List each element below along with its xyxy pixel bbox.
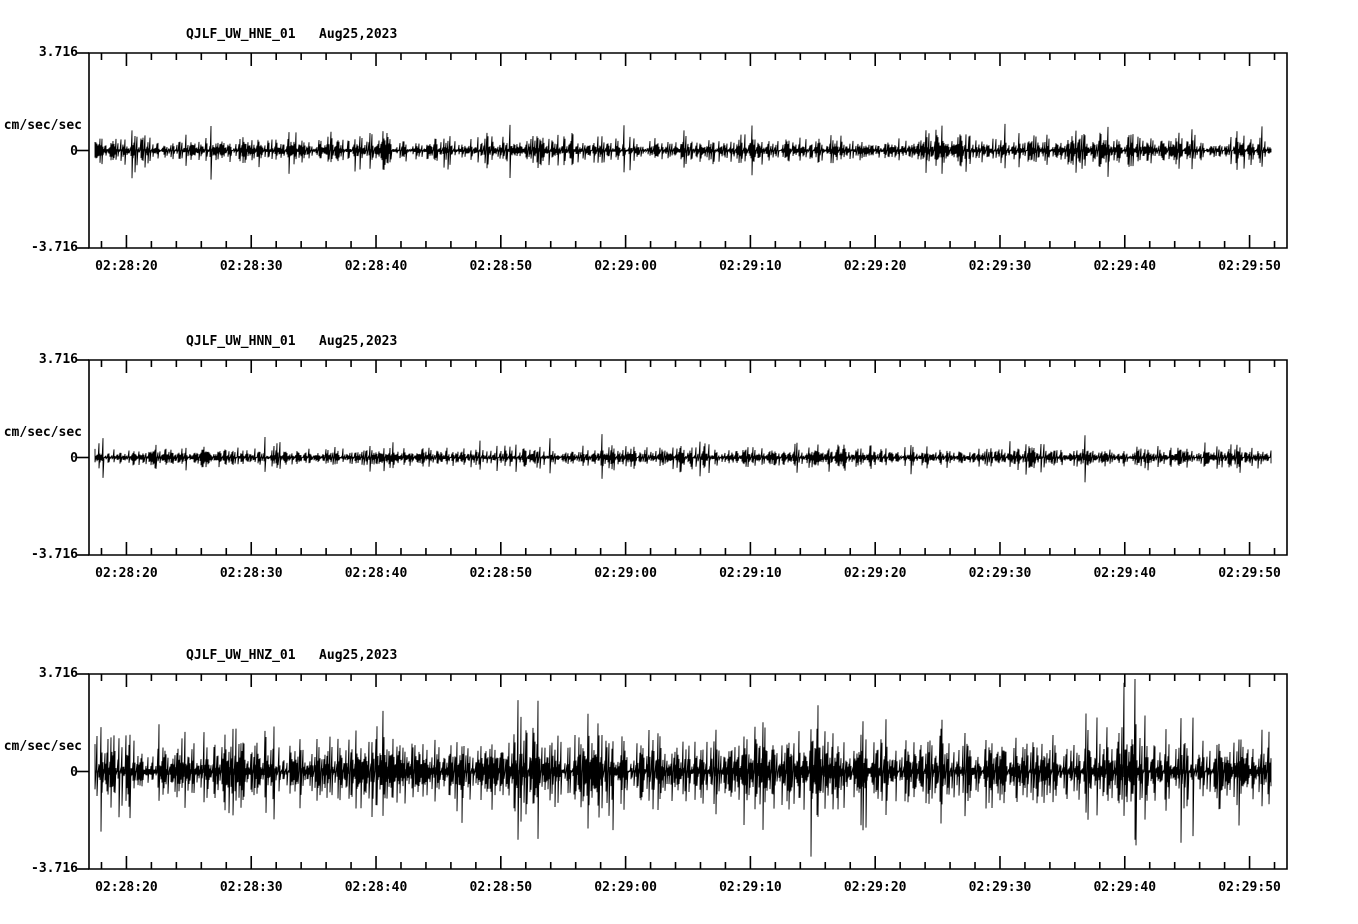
waveform-trace	[94, 123, 1272, 180]
x-tick-label: 02:29:50	[1218, 566, 1281, 581]
x-axis-ticks	[100, 674, 1276, 869]
x-tick-label: 02:29:40	[1093, 259, 1157, 274]
y-tick-min-hnz: -3.716	[31, 861, 78, 876]
x-tick-label: 02:29:30	[968, 259, 1032, 274]
x-tick-label: 02:28:50	[469, 880, 533, 895]
x-tick-label: 02:28:20	[95, 566, 158, 581]
x-tick-label: 02:29:20	[843, 259, 907, 274]
x-tick-label: 02:29:00	[594, 880, 657, 895]
x-tick-label: 02:28:20	[95, 880, 158, 895]
x-tick-label: 02:28:30	[219, 259, 283, 274]
x-tick-label: 02:29:10	[719, 566, 782, 581]
x-tick-label: 02:29:20	[843, 880, 907, 895]
plot-canvas-hnn	[77, 359, 1288, 556]
x-tick-label: 02:29:30	[968, 566, 1032, 581]
y-tick-max-hne: 3.716	[38, 45, 78, 60]
x-tick-label: 02:29:10	[719, 259, 782, 274]
plot-frame	[88, 673, 1288, 870]
panel-title-hne: QJLF_UW_HNE_01 Aug25,2023	[186, 27, 398, 42]
y-axis-label-hne: cm/sec/sec	[3, 118, 82, 133]
x-tick-label: 02:29:00	[594, 259, 657, 274]
seismogram-panel-hne: QJLF_UW_HNE_01 Aug25,2023 3.716 cm/sec/s…	[0, 0, 1358, 307]
y-axis-ticks	[77, 359, 89, 556]
seismogram-panel-hnn: QJLF_UW_HNN_01 Aug25,2023 3.716 cm/sec/s…	[0, 307, 1358, 614]
waveform-trace	[94, 434, 1272, 483]
x-tick-label: 02:29:50	[1218, 259, 1281, 274]
panel-title-hnz: QJLF_UW_HNZ_01 Aug25,2023	[186, 648, 398, 663]
x-tick-label: 02:29:30	[968, 880, 1032, 895]
y-tick-zero-hne: 0	[70, 144, 78, 159]
waveform-trace	[94, 678, 1272, 857]
x-tick-label: 02:29:40	[1093, 880, 1157, 895]
y-tick-min-hne: -3.716	[31, 240, 78, 255]
x-tick-label: 02:28:30	[219, 566, 283, 581]
y-tick-min-hnn: -3.716	[31, 547, 78, 562]
plot-canvas-hne	[77, 52, 1288, 249]
x-tick-label: 02:29:00	[594, 566, 657, 581]
y-tick-max-hnz: 3.716	[38, 666, 78, 681]
y-tick-zero-hnz: 0	[70, 765, 78, 780]
x-tick-label: 02:29:10	[719, 880, 782, 895]
y-tick-zero-hnn: 0	[70, 451, 78, 466]
x-axis-ticks	[100, 360, 1276, 555]
x-tick-label: 02:29:40	[1093, 566, 1157, 581]
x-tick-label: 02:28:40	[344, 880, 408, 895]
x-tick-label: 02:29:50	[1218, 880, 1281, 895]
x-axis-ticks	[100, 53, 1276, 248]
y-axis-label-hnz: cm/sec/sec	[3, 739, 82, 754]
x-tick-label: 02:28:40	[344, 566, 408, 581]
x-tick-label: 02:29:20	[843, 566, 907, 581]
seismogram-panel-hnz: QJLF_UW_HNZ_01 Aug25,2023 3.716 cm/sec/s…	[0, 614, 1358, 924]
x-tick-label: 02:28:40	[344, 259, 408, 274]
x-tick-label: 02:28:50	[469, 259, 533, 274]
x-tick-label: 02:28:20	[95, 259, 158, 274]
plot-canvas-hnz	[77, 673, 1288, 870]
x-tick-label: 02:28:30	[219, 880, 283, 895]
y-axis-ticks	[77, 673, 89, 870]
panel-title-hnn: QJLF_UW_HNN_01 Aug25,2023	[186, 334, 398, 349]
plot-frame	[88, 359, 1288, 556]
plot-frame	[88, 52, 1288, 249]
x-tick-label: 02:28:50	[469, 566, 533, 581]
y-axis-label-hnn: cm/sec/sec	[3, 425, 82, 440]
y-axis-ticks	[77, 52, 89, 249]
y-tick-max-hnn: 3.716	[38, 352, 78, 367]
